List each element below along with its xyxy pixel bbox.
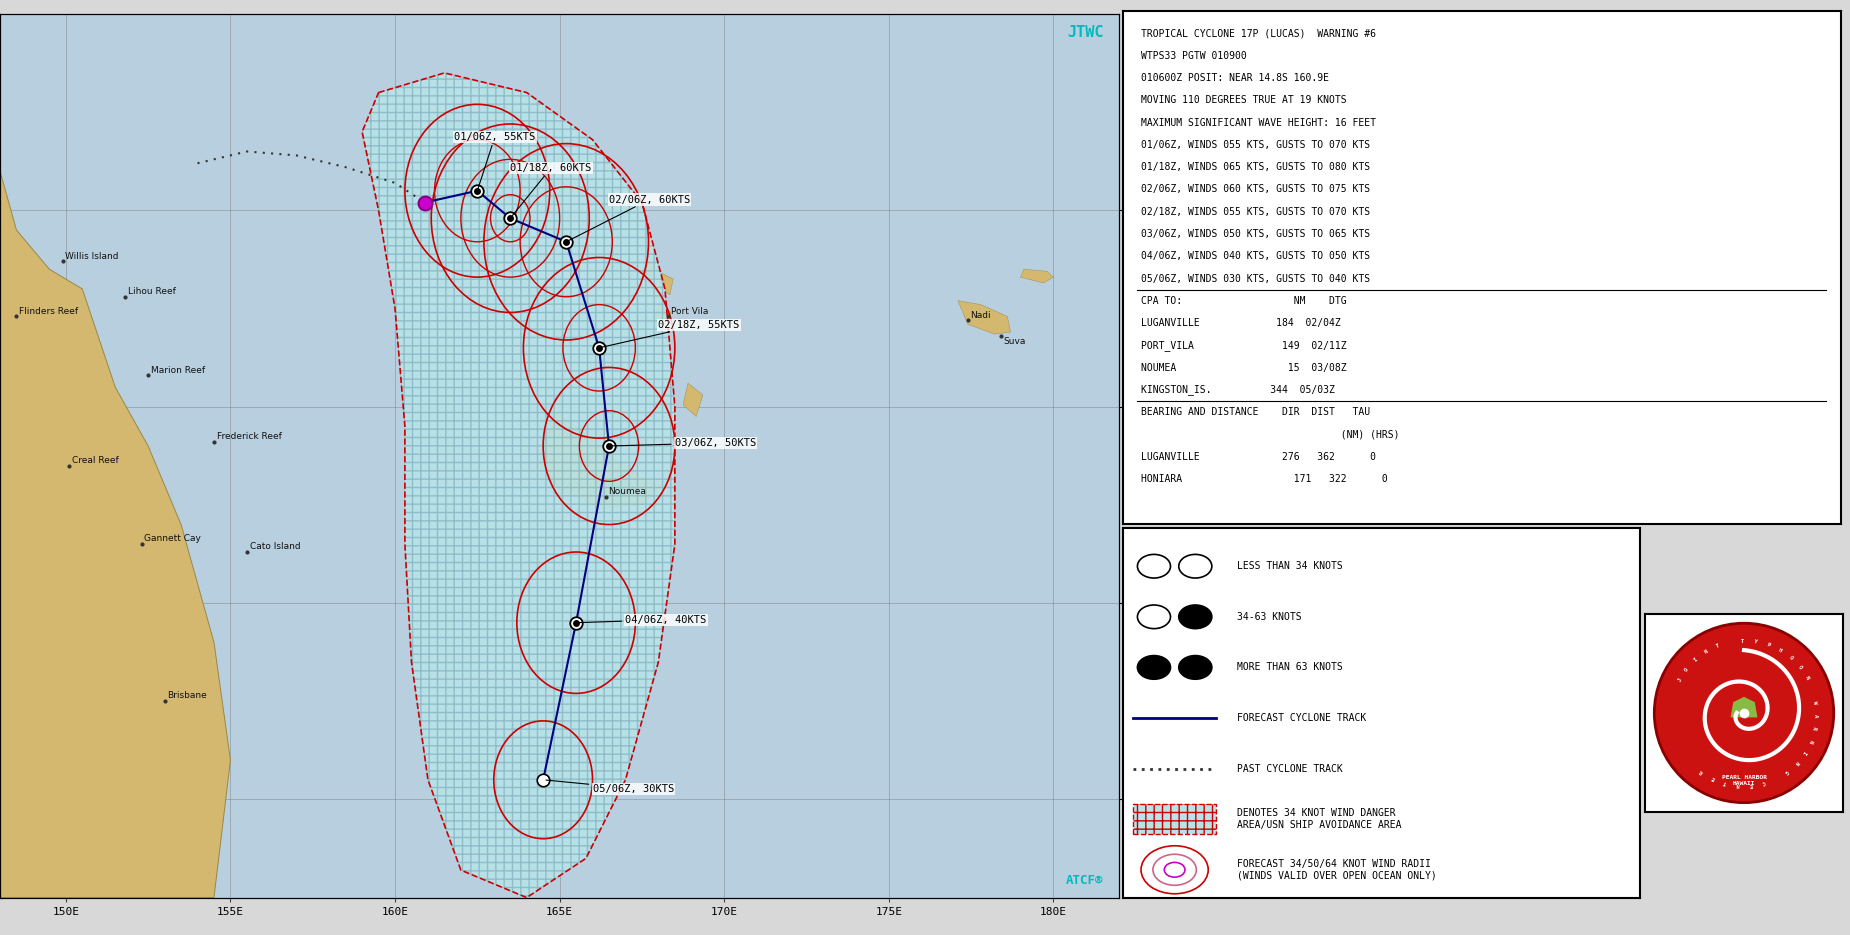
Text: W: W — [1813, 700, 1819, 704]
Polygon shape — [1021, 269, 1053, 283]
Text: Creal Reef: Creal Reef — [72, 456, 118, 465]
Text: E: E — [1711, 775, 1715, 781]
Text: 02/18Z, 55KTS: 02/18Z, 55KTS — [601, 320, 740, 347]
Text: 01/06Z, WINDS 055 KTS, GUSTS TO 070 KTS: 01/06Z, WINDS 055 KTS, GUSTS TO 070 KTS — [1141, 140, 1371, 150]
Text: CPA TO:                   NM    DTG: CPA TO: NM DTG — [1141, 295, 1347, 306]
Text: Suva: Suva — [1003, 338, 1027, 346]
Text: NOUMEA                   15  03/08Z: NOUMEA 15 03/08Z — [1141, 363, 1347, 373]
Text: T: T — [1741, 639, 1745, 643]
Text: Flinders Reef: Flinders Reef — [18, 307, 78, 316]
Text: 34-63 KNOTS: 34-63 KNOTS — [1236, 611, 1301, 622]
Text: T: T — [1715, 643, 1720, 649]
Circle shape — [1138, 605, 1171, 628]
Text: Port Vila: Port Vila — [672, 307, 709, 316]
Text: C: C — [1761, 779, 1765, 784]
Text: Gannett Cay: Gannett Cay — [144, 535, 202, 543]
Text: 02/06Z, WINDS 060 KTS, GUSTS TO 075 KTS: 02/06Z, WINDS 060 KTS, GUSTS TO 075 KTS — [1141, 184, 1371, 194]
Text: 01/18Z, 60KTS: 01/18Z, 60KTS — [511, 163, 592, 216]
Circle shape — [1178, 554, 1212, 578]
Text: 04/06Z, 40KTS: 04/06Z, 40KTS — [579, 614, 707, 625]
Text: WTPS33 PGTW 010900: WTPS33 PGTW 010900 — [1141, 50, 1247, 61]
Text: I: I — [1802, 749, 1807, 755]
Text: KINGSTON_IS.          344  05/03Z: KINGSTON_IS. 344 05/03Z — [1141, 384, 1334, 396]
Text: MOVING 110 DEGREES TRUE AT 19 KNOTS: MOVING 110 DEGREES TRUE AT 19 KNOTS — [1141, 95, 1347, 106]
Text: E: E — [1748, 782, 1752, 787]
Polygon shape — [540, 410, 662, 509]
Text: FORECAST 34/50/64 KNOT WIND RADII
(WINDS VALID OVER OPEN OCEAN ONLY): FORECAST 34/50/64 KNOT WIND RADII (WINDS… — [1236, 859, 1436, 881]
Text: (NM) (HRS): (NM) (HRS) — [1141, 429, 1399, 439]
Text: MAXIMUM SIGNIFICANT WAVE HEIGHT: 16 FEET: MAXIMUM SIGNIFICANT WAVE HEIGHT: 16 FEET — [1141, 118, 1376, 127]
Text: A: A — [1813, 713, 1819, 717]
Text: PAST CYCLONE TRACK: PAST CYCLONE TRACK — [1236, 764, 1343, 773]
Text: H: H — [1778, 648, 1783, 654]
Text: G: G — [1783, 768, 1789, 774]
Polygon shape — [655, 305, 672, 332]
Text: 04/06Z, WINDS 040 KTS, GUSTS TO 050 KTS: 04/06Z, WINDS 040 KTS, GUSTS TO 050 KTS — [1141, 252, 1371, 261]
Polygon shape — [0, 14, 231, 898]
Text: Noumea: Noumea — [609, 487, 646, 496]
Circle shape — [1178, 605, 1212, 628]
Bar — [1134, 804, 1215, 834]
Text: LUGANVILLE             184  02/04Z: LUGANVILLE 184 02/04Z — [1141, 318, 1341, 328]
Circle shape — [1138, 554, 1171, 578]
Text: O: O — [1796, 665, 1802, 670]
Text: I: I — [1693, 657, 1698, 663]
Text: Nadi: Nadi — [971, 310, 992, 320]
Text: Brisbane: Brisbane — [166, 692, 207, 700]
Text: 02/18Z, WINDS 055 KTS, GUSTS TO 070 KTS: 02/18Z, WINDS 055 KTS, GUSTS TO 070 KTS — [1141, 207, 1371, 217]
Text: N: N — [1793, 759, 1800, 765]
Text: JTWC: JTWC — [1067, 24, 1104, 39]
Text: Frederick Reef: Frederick Reef — [216, 432, 281, 441]
Text: Cato Island: Cato Island — [250, 542, 300, 552]
Text: DENOTES 34 KNOT WIND DANGER
AREA/USN SHIP AVOIDANCE AREA: DENOTES 34 KNOT WIND DANGER AREA/USN SHI… — [1236, 809, 1400, 830]
Text: LUGANVILLE              276   362      0: LUGANVILLE 276 362 0 — [1141, 452, 1376, 462]
Text: ATCF®: ATCF® — [1066, 874, 1104, 887]
Text: J: J — [1678, 678, 1684, 683]
Text: 01/06Z, 55KTS: 01/06Z, 55KTS — [455, 132, 535, 188]
Text: FORECAST CYCLONE TRACK: FORECAST CYCLONE TRACK — [1236, 713, 1365, 723]
Text: Lihou Reef: Lihou Reef — [128, 287, 176, 296]
Text: PORT_VILA               149  02/11Z: PORT_VILA 149 02/11Z — [1141, 340, 1347, 351]
Text: Marion Reef: Marion Reef — [152, 366, 205, 375]
Circle shape — [1138, 655, 1171, 679]
Polygon shape — [363, 73, 675, 898]
Text: O: O — [1684, 667, 1689, 672]
Text: P: P — [1765, 642, 1770, 648]
Text: N: N — [1735, 782, 1739, 787]
Polygon shape — [958, 301, 1010, 334]
Circle shape — [1654, 624, 1833, 802]
Text: 010600Z POSIT: NEAR 14.8S 160.9E: 010600Z POSIT: NEAR 14.8S 160.9E — [1141, 73, 1328, 83]
Text: HONIARA                   171   322      0: HONIARA 171 322 0 — [1141, 474, 1388, 484]
Text: N: N — [1807, 738, 1813, 743]
Text: O: O — [1787, 655, 1793, 661]
Polygon shape — [660, 273, 673, 295]
Text: N: N — [1804, 675, 1809, 681]
Text: MORE THAN 63 KNOTS: MORE THAN 63 KNOTS — [1236, 662, 1343, 672]
Text: 03/06Z, WINDS 050 KTS, GUSTS TO 065 KTS: 03/06Z, WINDS 050 KTS, GUSTS TO 065 KTS — [1141, 229, 1371, 239]
Text: Y: Y — [1754, 640, 1758, 645]
Text: BEARING AND DISTANCE    DIR  DIST   TAU: BEARING AND DISTANCE DIR DIST TAU — [1141, 408, 1371, 417]
Polygon shape — [642, 262, 655, 277]
Text: TROPICAL CYCLONE 17P (LUCAS)  WARNING #6: TROPICAL CYCLONE 17P (LUCAS) WARNING #6 — [1141, 28, 1376, 38]
Text: 05/06Z, WINDS 030 KTS, GUSTS TO 040 KTS: 05/06Z, WINDS 030 KTS, GUSTS TO 040 KTS — [1141, 274, 1371, 283]
Text: Willis Island: Willis Island — [65, 252, 118, 261]
Text: T: T — [1722, 779, 1728, 785]
Text: R: R — [1698, 768, 1704, 774]
Text: 02/06Z, 60KTS: 02/06Z, 60KTS — [568, 194, 690, 240]
Text: LESS THAN 34 KNOTS: LESS THAN 34 KNOTS — [1236, 561, 1343, 571]
Text: R: R — [1811, 726, 1817, 730]
Text: 03/06Z, 50KTS: 03/06Z, 50KTS — [612, 438, 757, 448]
Text: 05/06Z, 30KTS: 05/06Z, 30KTS — [546, 780, 673, 794]
Text: 01/18Z, WINDS 065 KTS, GUSTS TO 080 KTS: 01/18Z, WINDS 065 KTS, GUSTS TO 080 KTS — [1141, 162, 1371, 172]
Text: N: N — [1704, 649, 1709, 655]
Polygon shape — [1730, 697, 1757, 717]
Polygon shape — [683, 383, 703, 416]
Circle shape — [1178, 655, 1212, 679]
Text: PEARL HARBOR
HAWAII: PEARL HARBOR HAWAII — [1722, 775, 1767, 785]
